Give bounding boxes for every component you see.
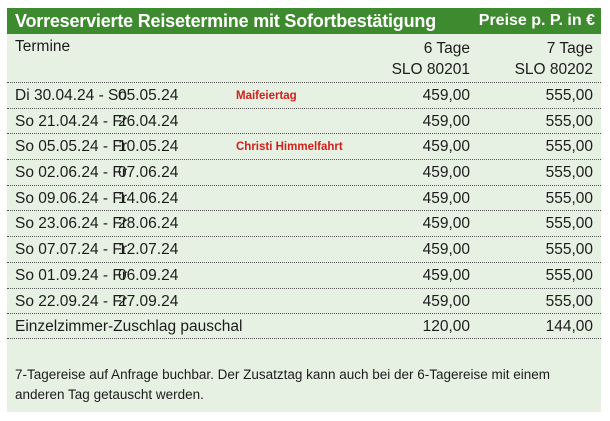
date-to: 06.09.24 — [118, 266, 179, 284]
table-row: So 05.05.24 - Fr 10.05.24 Christi Himmelfa… — [7, 133, 601, 159]
supplement-label: Einzelzimmer-Zuschlag pauschal — [15, 318, 243, 336]
title-banner: Vorreservierte Reisetermine mit Sofortbe… — [7, 8, 601, 34]
table-row: So 07.07.24 - Fr 12.07.24 459,00 555,00 — [7, 236, 601, 262]
date-from: So 05.05.24 - Fr — [15, 138, 128, 156]
price-7-days: 555,00 — [545, 112, 593, 130]
column-header-7-days: 7 Tage — [546, 40, 593, 57]
column-header-7-days-code: SLO 80202 — [514, 61, 593, 78]
price-6-days: 459,00 — [422, 215, 470, 233]
supplement-row: Einzelzimmer-Zuschlag pauschal 120,00 144,… — [7, 313, 601, 339]
price-7-days: 555,00 — [545, 87, 593, 104]
table-row: So 09.06.24 - Fr 14.06.24 459,00 555,00 — [7, 184, 601, 211]
price-6-days: 459,00 — [422, 189, 470, 207]
price-6-days: 459,00 — [422, 164, 470, 182]
price-7-days: 555,00 — [545, 215, 593, 233]
price-7-days: 555,00 — [545, 292, 593, 310]
table-row: So 22.09.24 - Fr 27.09.24 459,00 555,00 — [7, 287, 601, 314]
price-7-days: 555,00 — [545, 138, 593, 156]
date-from: So 09.06.24 - Fr — [15, 189, 128, 207]
date-to: 28.06.24 — [118, 215, 179, 233]
column-header-termine: Termine — [15, 38, 71, 55]
date-to: 14.06.24 — [118, 189, 179, 207]
price-7-days: 555,00 — [545, 189, 593, 207]
date-to: 07.06.24 — [118, 164, 179, 182]
date-to: 12.07.24 — [118, 241, 179, 259]
panel-title: Vorreservierte Reisetermine mit Sofortbe… — [15, 11, 436, 31]
price-6-days: 459,00 — [422, 87, 470, 104]
date-from: So 22.09.24 - Fr — [15, 292, 128, 310]
price-7-days: 555,00 — [545, 241, 593, 259]
column-header-6-days-code: SLO 80201 — [391, 61, 470, 78]
table-row: So 23.06.24 - Fr 28.06.24 459,00 555,00 — [7, 210, 601, 236]
date-to: 26.04.24 — [118, 112, 179, 130]
price-7-days: 555,00 — [545, 266, 593, 284]
footer-note: 7-Tagereise auf Anfrage buchbar. Der Zus… — [15, 367, 551, 402]
price-6-days: 459,00 — [422, 292, 470, 310]
date-to: 05.05.24 — [118, 87, 179, 104]
table-row: So 21.04.24 - Fr 26.04.24 459,00 555,00 — [7, 107, 601, 134]
price-6-days: 459,00 — [422, 241, 470, 259]
supplement-price-7-days: 144,00 — [545, 318, 593, 336]
date-from: So 21.04.24 - Fr — [15, 112, 128, 130]
date-from: Di 30.04.24 - So — [15, 87, 128, 104]
date-to: 10.05.24 — [118, 138, 179, 156]
dates-table: Di 30.04.24 - So 05.05.24 Maifeiertag 459,0… — [7, 82, 601, 339]
date-from: So 01.09.24 - Fr — [15, 266, 128, 284]
price-6-days: 459,00 — [422, 138, 470, 156]
date-to: 27.09.24 — [118, 292, 179, 310]
price-6-days: 459,00 — [422, 112, 470, 130]
travel-dates-panel: Vorreservierte Reisetermine mit Sofortbe… — [7, 8, 601, 412]
table-row: Di 30.04.24 - So 05.05.24 Maifeiertag 459,0… — [7, 82, 601, 108]
date-from: So 07.07.24 - Fr — [15, 241, 128, 259]
holiday-note: Christi Himmelfahrt — [236, 141, 343, 154]
prices-note: Preise p. P. in € — [478, 12, 595, 29]
date-from: So 02.06.24 - Fr — [15, 164, 128, 182]
table-row: So 02.06.24 - Fr 07.06.24 459,00 555,00 — [7, 159, 601, 185]
price-7-days: 555,00 — [545, 164, 593, 182]
holiday-note: Maifeiertag — [236, 90, 297, 102]
price-6-days: 459,00 — [422, 266, 470, 284]
column-header-6-days: 6 Tage — [423, 40, 470, 57]
table-row: So 01.09.24 - Fr 06.09.24 459,00 555,00 — [7, 261, 601, 288]
supplement-price-6-days: 120,00 — [422, 318, 470, 336]
date-from: So 23.06.24 - Fr — [15, 215, 128, 233]
